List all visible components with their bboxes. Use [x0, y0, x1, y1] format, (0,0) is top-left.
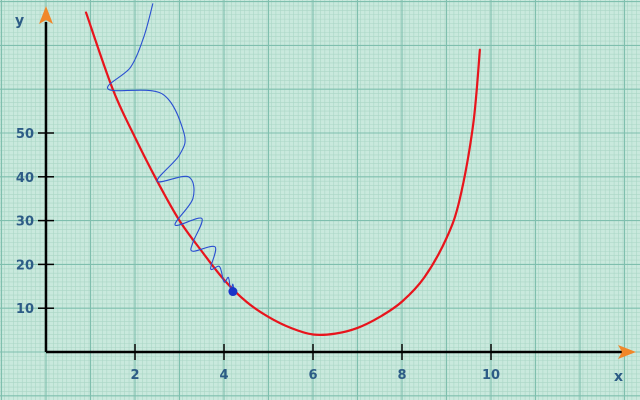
- x-tick-label: 10: [482, 368, 500, 383]
- y-axis-label: y: [15, 13, 24, 29]
- y-tick-label: 50: [16, 127, 34, 142]
- data-point: [228, 287, 238, 297]
- y-tick-label: 40: [16, 171, 34, 186]
- y-tick-label: 10: [16, 302, 34, 317]
- x-tick-label: 8: [397, 368, 406, 383]
- axes: [39, 6, 636, 359]
- x-axis-label: x: [614, 369, 623, 385]
- x-axis-arrow: [618, 345, 636, 359]
- points-layer: [228, 287, 238, 297]
- y-tick-label: 20: [16, 258, 34, 273]
- y-axis-arrow: [39, 6, 53, 24]
- series-line-path: [106, 3, 235, 293]
- x-tick-label: 6: [308, 368, 317, 383]
- x-tick-label: 2: [130, 368, 139, 383]
- ticks: 2 4 6 8 10 10 20 30 40 50: [16, 127, 500, 383]
- series-layer: [84, 3, 481, 337]
- y-tick-label: 30: [16, 215, 34, 230]
- x-tick-label: 4: [219, 368, 228, 383]
